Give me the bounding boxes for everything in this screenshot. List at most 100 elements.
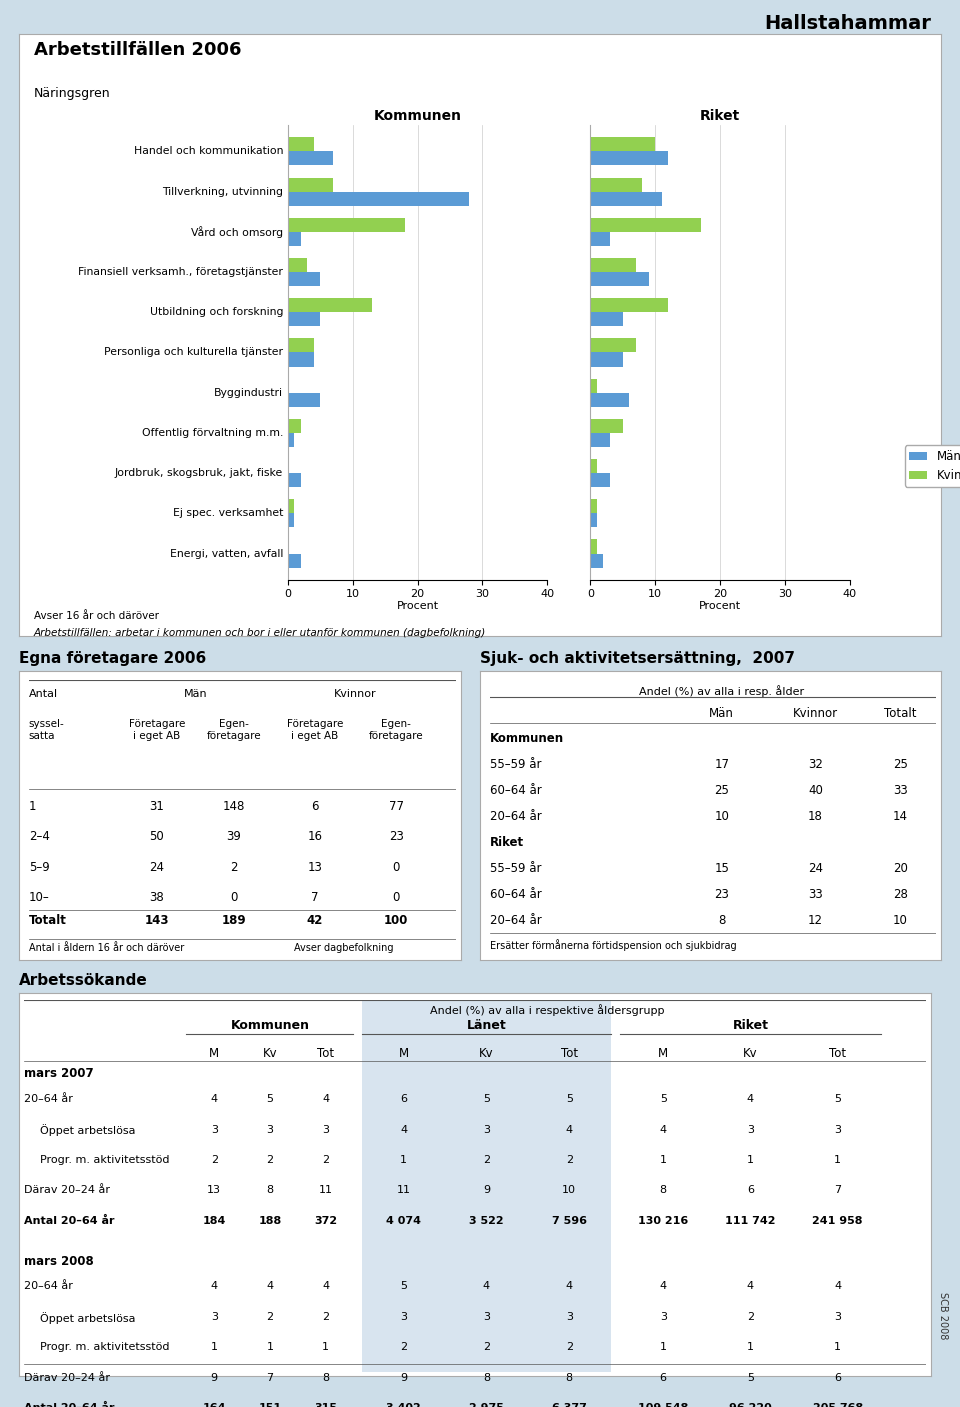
Text: 3: 3 <box>211 1124 218 1134</box>
Text: 8: 8 <box>483 1373 490 1383</box>
Text: 7: 7 <box>834 1186 841 1196</box>
Bar <box>590 514 597 528</box>
Text: 2: 2 <box>565 1342 573 1352</box>
Text: Egna företagare 2006: Egna företagare 2006 <box>19 650 206 666</box>
Bar <box>288 393 321 407</box>
Text: 4: 4 <box>266 1282 274 1292</box>
Text: 4: 4 <box>400 1124 407 1134</box>
Text: 20: 20 <box>893 862 908 875</box>
Text: Ej spec. verksamhet: Ej spec. verksamhet <box>173 508 283 518</box>
Text: Kvinnor: Kvinnor <box>793 708 838 720</box>
Text: 4: 4 <box>834 1282 841 1292</box>
Text: Kommunen: Kommunen <box>490 732 564 744</box>
Text: 2: 2 <box>230 861 238 874</box>
Text: Riket: Riket <box>490 836 524 848</box>
Bar <box>590 459 597 473</box>
Text: 55–59 år: 55–59 år <box>490 862 541 875</box>
Text: 28: 28 <box>893 888 908 900</box>
Bar <box>590 177 642 191</box>
Text: 4: 4 <box>483 1282 490 1292</box>
Text: 10: 10 <box>893 915 908 927</box>
Text: 4: 4 <box>210 1095 218 1104</box>
Text: 7: 7 <box>266 1373 274 1383</box>
Bar <box>288 473 301 487</box>
Bar <box>288 499 295 514</box>
Text: Procent: Procent <box>699 601 741 611</box>
Title: Riket: Riket <box>700 108 740 122</box>
Bar <box>590 312 623 326</box>
Text: Jordbruk, skogsbruk, jakt, fiske: Jordbruk, skogsbruk, jakt, fiske <box>115 469 283 478</box>
Text: 8: 8 <box>660 1186 667 1196</box>
Text: 2: 2 <box>400 1342 407 1352</box>
Text: 20–64 år: 20–64 år <box>490 915 541 927</box>
Bar <box>590 473 610 487</box>
Text: 109 548: 109 548 <box>638 1403 688 1407</box>
Text: 6: 6 <box>660 1373 666 1383</box>
Text: 13: 13 <box>207 1186 221 1196</box>
Text: 16: 16 <box>307 830 323 843</box>
Bar <box>288 433 295 447</box>
Text: 5: 5 <box>660 1095 666 1104</box>
Text: Öppet arbetslösa: Öppet arbetslösa <box>40 1311 135 1324</box>
Text: Därav 20–24 år: Därav 20–24 år <box>24 1186 110 1196</box>
Text: 3: 3 <box>834 1311 841 1321</box>
Text: Företagare
i eget AB: Företagare i eget AB <box>129 719 185 741</box>
Text: 1: 1 <box>660 1342 666 1352</box>
Text: 60–64 år: 60–64 år <box>490 888 541 900</box>
Text: 2: 2 <box>565 1155 573 1165</box>
Text: 188: 188 <box>258 1216 281 1225</box>
Bar <box>288 338 314 352</box>
Text: Kv: Kv <box>479 1047 493 1059</box>
Text: 3: 3 <box>565 1311 573 1321</box>
Text: 4: 4 <box>210 1282 218 1292</box>
Bar <box>288 152 333 166</box>
Text: 2 975: 2 975 <box>469 1403 504 1407</box>
Text: 3: 3 <box>483 1311 490 1321</box>
Text: Avser 16 år och däröver: Avser 16 år och däröver <box>34 611 158 620</box>
Bar <box>590 138 655 152</box>
Text: 6: 6 <box>834 1373 841 1383</box>
Bar <box>288 298 372 312</box>
Text: Kvinnor: Kvinnor <box>334 689 377 699</box>
Bar <box>288 177 333 191</box>
Text: 5: 5 <box>267 1095 274 1104</box>
Text: Offentlig förvaltning m.m.: Offentlig förvaltning m.m. <box>142 428 283 438</box>
Text: Progr. m. aktivitetsstöd: Progr. m. aktivitetsstöd <box>40 1155 170 1165</box>
Text: Antal 20–64 år: Antal 20–64 år <box>24 1216 114 1225</box>
Bar <box>590 218 701 232</box>
Bar <box>288 553 301 567</box>
Text: 13: 13 <box>307 861 323 874</box>
Text: M: M <box>209 1047 219 1059</box>
Text: 184: 184 <box>203 1216 226 1225</box>
Text: Öppet arbetslösa: Öppet arbetslösa <box>40 1124 135 1137</box>
Text: Kommunen: Kommunen <box>230 1019 309 1031</box>
Text: 5: 5 <box>400 1282 407 1292</box>
Bar <box>590 152 668 166</box>
Title: Kommunen: Kommunen <box>373 108 462 122</box>
Text: 6: 6 <box>400 1095 407 1104</box>
Text: Män: Män <box>183 689 207 699</box>
Text: Egen-
företagare: Egen- företagare <box>369 719 423 741</box>
Text: 0: 0 <box>393 891 400 903</box>
Bar <box>590 191 661 205</box>
Text: 1: 1 <box>322 1342 329 1352</box>
Text: Andel (%) av alla i resp. ålder: Andel (%) av alla i resp. ålder <box>639 685 804 696</box>
Text: 143: 143 <box>145 915 169 927</box>
Text: Företagare
i eget AB: Företagare i eget AB <box>287 719 344 741</box>
Text: 3: 3 <box>267 1124 274 1134</box>
Text: 9: 9 <box>210 1373 218 1383</box>
Text: Totalt: Totalt <box>29 915 66 927</box>
Text: Arbetssökande: Arbetssökande <box>19 972 148 988</box>
Text: 4: 4 <box>747 1282 754 1292</box>
Text: 4: 4 <box>565 1282 573 1292</box>
Text: 18: 18 <box>808 810 823 823</box>
Text: Antal i åldern 16 år och däröver: Antal i åldern 16 år och däröver <box>29 943 184 953</box>
Text: 5: 5 <box>747 1373 754 1383</box>
Text: 7: 7 <box>311 891 319 903</box>
Text: 111 742: 111 742 <box>725 1216 776 1225</box>
Text: Progr. m. aktivitetsstöd: Progr. m. aktivitetsstöd <box>40 1342 170 1352</box>
Text: Vård och omsorg: Vård och omsorg <box>191 227 283 238</box>
Bar <box>590 257 636 272</box>
Bar <box>590 499 597 514</box>
Text: 1: 1 <box>211 1342 218 1352</box>
